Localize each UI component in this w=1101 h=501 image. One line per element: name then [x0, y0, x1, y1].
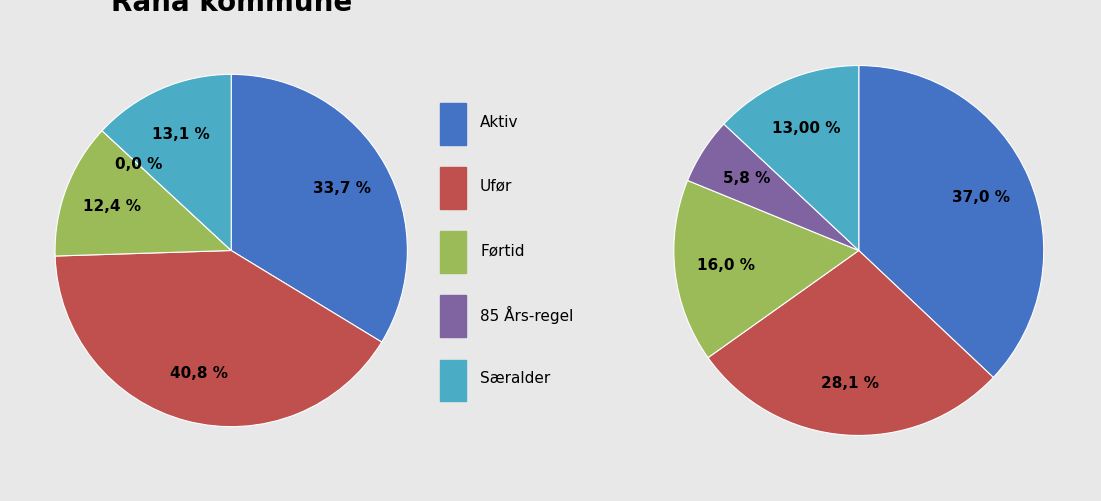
- Wedge shape: [859, 66, 1044, 377]
- Wedge shape: [723, 66, 859, 250]
- FancyBboxPatch shape: [440, 360, 466, 401]
- FancyBboxPatch shape: [440, 296, 466, 337]
- Text: 40,8 %: 40,8 %: [170, 366, 228, 381]
- Wedge shape: [231, 74, 407, 342]
- Text: Aktiv: Aktiv: [480, 115, 519, 130]
- FancyBboxPatch shape: [440, 167, 466, 209]
- Wedge shape: [55, 131, 231, 256]
- Text: Ufør: Ufør: [480, 179, 512, 194]
- Text: 16,0 %: 16,0 %: [697, 258, 755, 273]
- Text: 85 Års-regel: 85 Års-regel: [480, 306, 574, 324]
- FancyBboxPatch shape: [440, 231, 466, 273]
- Text: Førtid: Førtid: [480, 243, 524, 258]
- Text: 37,0 %: 37,0 %: [952, 190, 1010, 205]
- Wedge shape: [674, 180, 859, 358]
- Text: Særalder: Særalder: [480, 371, 550, 386]
- Text: 33,7 %: 33,7 %: [313, 181, 371, 196]
- Wedge shape: [55, 250, 382, 427]
- Title: Rana kommune: Rana kommune: [110, 0, 352, 17]
- Text: 0,0 %: 0,0 %: [115, 157, 162, 172]
- Text: 13,00 %: 13,00 %: [772, 121, 840, 136]
- Text: 12,4 %: 12,4 %: [84, 198, 141, 213]
- Text: 13,1 %: 13,1 %: [152, 127, 209, 142]
- Text: 28,1 %: 28,1 %: [820, 376, 879, 391]
- Wedge shape: [688, 124, 859, 250]
- Wedge shape: [102, 74, 231, 250]
- Text: 5,8 %: 5,8 %: [723, 171, 771, 186]
- Text: KLP: KLP: [1013, 0, 1090, 7]
- Wedge shape: [102, 131, 231, 250]
- FancyBboxPatch shape: [440, 103, 466, 145]
- Wedge shape: [708, 250, 993, 435]
